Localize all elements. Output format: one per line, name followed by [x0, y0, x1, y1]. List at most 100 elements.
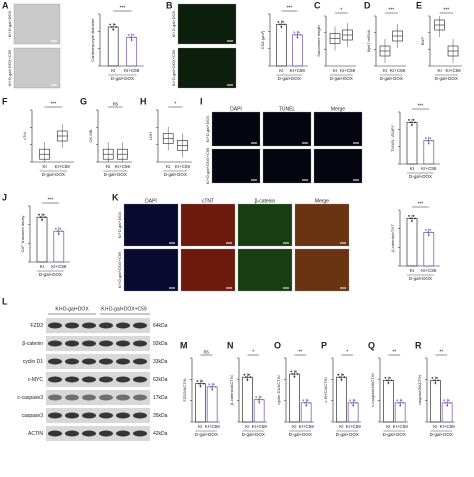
dot	[39, 216, 42, 219]
treatment-label: D-gal+DOX	[336, 432, 359, 437]
dot	[337, 373, 340, 376]
group-label: KI	[42, 164, 46, 169]
dot	[426, 231, 429, 234]
blot-strip	[46, 372, 150, 387]
group-label: KI+C59	[205, 424, 221, 429]
image-row-label: KI+D-gal+DOX+C59	[205, 147, 210, 184]
dot	[38, 213, 40, 216]
treatment-label: D-gal+DOX	[409, 174, 432, 179]
bar	[430, 380, 441, 423]
band	[82, 376, 96, 383]
y-axis-label: Myh7 mRNA	[366, 29, 371, 52]
dot	[282, 21, 284, 23]
dot	[292, 373, 294, 375]
group-label: KI	[386, 424, 390, 429]
treatment-label: D-gal+DOX	[409, 276, 432, 281]
dot	[444, 401, 447, 404]
dot	[409, 217, 412, 220]
dot	[443, 399, 446, 402]
band	[99, 430, 113, 437]
size-label: 64kDa	[153, 323, 168, 329]
bar	[336, 376, 347, 423]
panel-label: O	[274, 340, 281, 350]
treatment-label: D-gal+DOX	[330, 76, 353, 81]
dot	[110, 26, 113, 28]
micrograph	[211, 111, 261, 147]
image-row-label: KI+D-gal+DOX+C59	[171, 49, 176, 86]
group-label: KI	[410, 166, 414, 171]
dot	[209, 385, 212, 388]
dot	[429, 137, 432, 140]
image-row-label: KI+D-gal+DOX	[171, 10, 176, 37]
band	[133, 340, 147, 347]
band	[82, 322, 96, 329]
dot	[109, 23, 112, 26]
image-row-label: KI+D-gal+DOX+C59	[117, 251, 122, 288]
significance: ***	[417, 201, 423, 207]
dot	[202, 382, 205, 385]
dot	[429, 229, 432, 231]
bar	[289, 373, 300, 423]
y-axis-label: cyclin D1/ACTIN	[276, 375, 281, 404]
group-label: KI+C59	[55, 164, 71, 169]
image-row-label: KI+D-gal+DOX	[117, 211, 122, 238]
treatment-label: D-gal+DOX	[195, 432, 218, 437]
protein-label: c-MYC	[28, 377, 44, 383]
treatment-label: D-gal+DOX	[111, 76, 134, 81]
significance: *	[252, 349, 254, 355]
y-axis-label: cTnI	[22, 132, 27, 140]
micrograph	[313, 111, 363, 147]
dot	[261, 398, 264, 401]
treatment-label: D-gal+DOX	[278, 76, 301, 81]
dot	[386, 379, 388, 382]
bar	[36, 216, 48, 263]
image-row-label: KI+D-gal+DOX	[7, 10, 12, 37]
micrograph	[177, 3, 237, 45]
micrograph	[237, 203, 293, 247]
image-header: DAPI	[145, 198, 157, 204]
y-axis-label: β-catenin/cTNT	[390, 224, 395, 252]
y-axis-label: Sarcomere length	[316, 25, 321, 57]
image-header: DAPI	[230, 106, 242, 112]
group-label: KI+C59	[346, 424, 362, 429]
dot	[408, 119, 410, 121]
dot	[426, 139, 429, 142]
group-label: KI	[166, 164, 170, 169]
group-label: KI	[40, 264, 44, 269]
dot	[283, 23, 286, 26]
lane-label: KI+D-gal+DOX+C59	[101, 306, 147, 312]
band	[48, 376, 62, 383]
band	[116, 358, 130, 365]
group-label: KI+C59	[393, 424, 409, 429]
band	[82, 358, 96, 365]
dot	[127, 34, 130, 36]
band	[65, 340, 79, 347]
size-label: 92kDa	[153, 341, 168, 347]
dot	[56, 230, 59, 233]
micrograph	[13, 47, 61, 89]
y-axis-label: CK-MB	[88, 129, 93, 142]
band	[99, 376, 113, 383]
band	[99, 358, 113, 365]
group-label: KI+C59	[124, 68, 140, 73]
dot	[431, 377, 434, 379]
dot	[342, 373, 344, 376]
band	[82, 430, 96, 437]
band	[99, 322, 113, 329]
micrograph	[180, 203, 236, 247]
dot	[290, 370, 293, 373]
bar	[206, 386, 218, 423]
bar	[406, 218, 418, 267]
size-label: 35kDa	[153, 413, 168, 419]
dot	[256, 398, 259, 401]
band	[48, 430, 62, 437]
band	[65, 412, 79, 419]
dot	[196, 380, 199, 382]
significance: **	[298, 349, 302, 355]
protein-label: cyclin D1	[23, 359, 44, 365]
bar	[406, 122, 418, 165]
dot	[259, 396, 262, 398]
bar	[423, 232, 435, 267]
panel-label: P	[321, 340, 327, 350]
panel-label: C	[314, 0, 321, 10]
